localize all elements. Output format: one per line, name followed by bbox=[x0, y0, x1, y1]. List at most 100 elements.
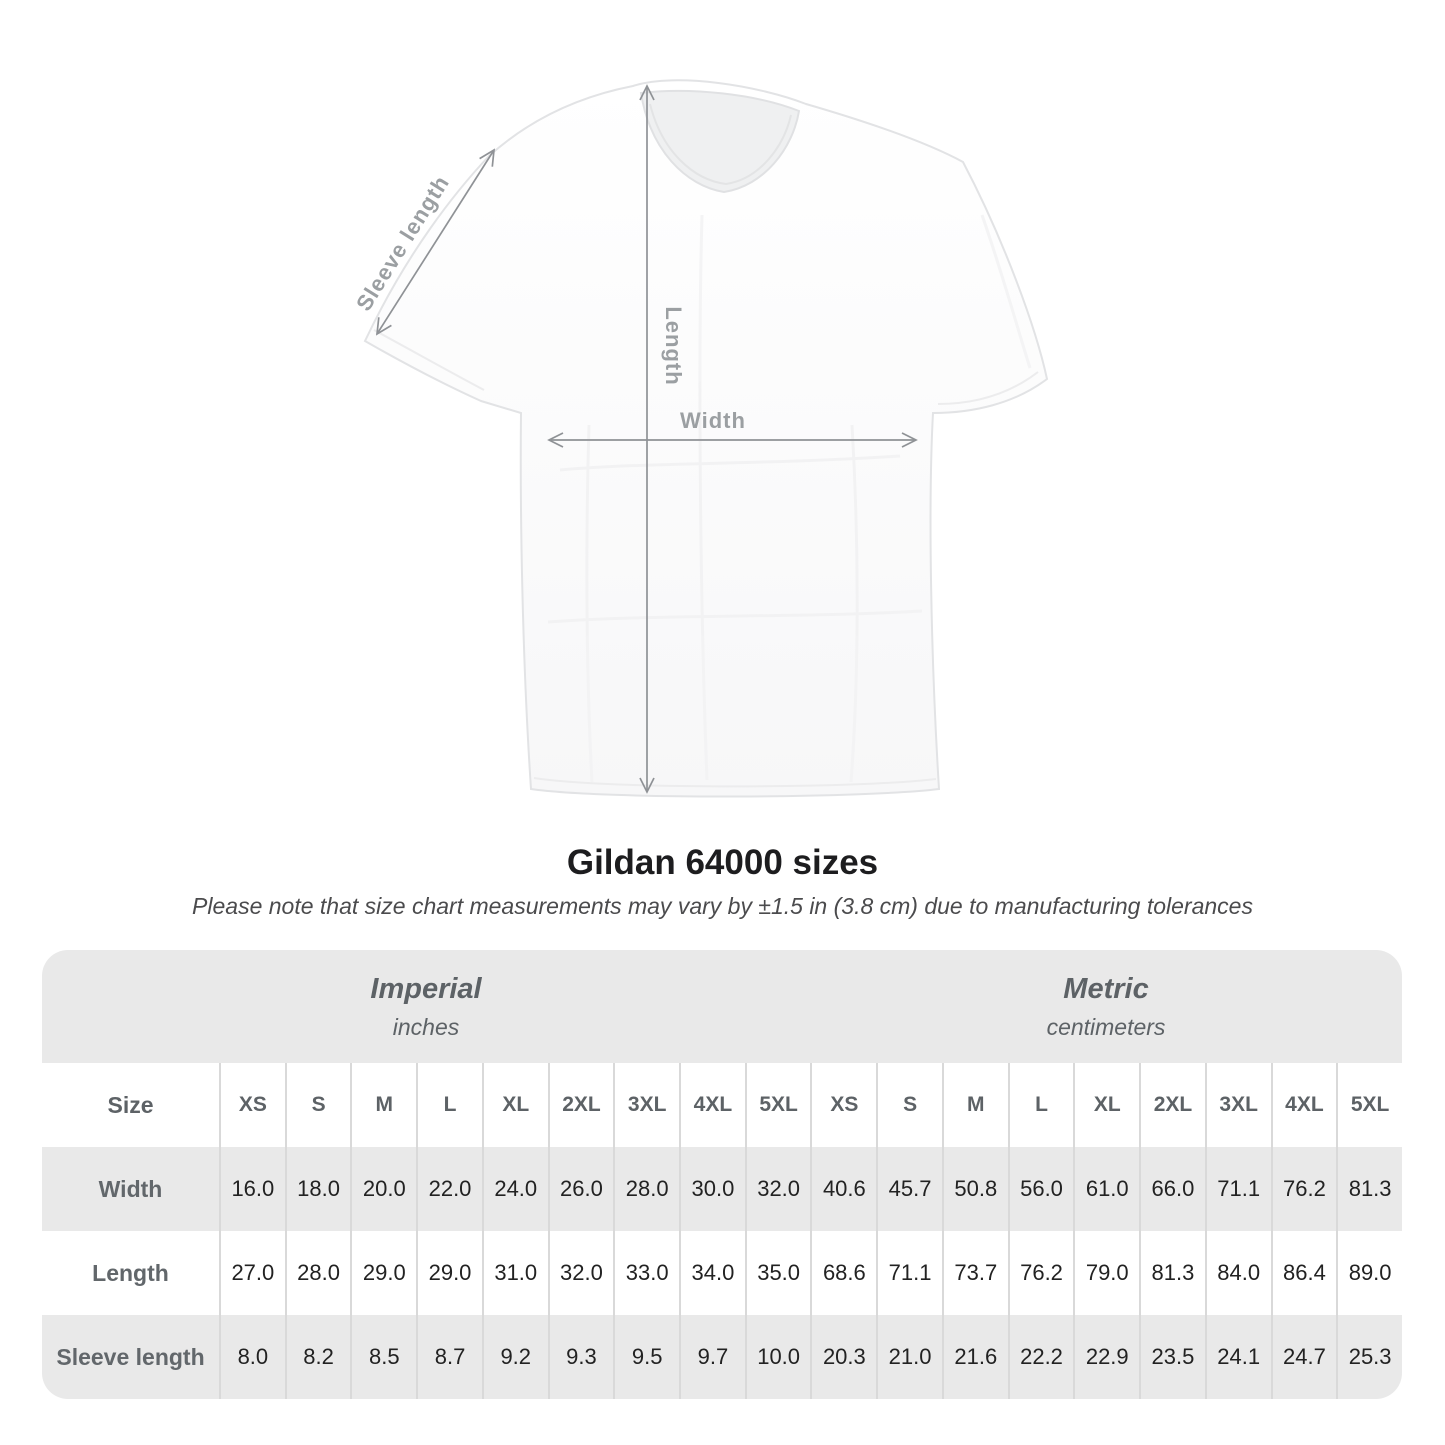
imperial-subtitle: inches bbox=[392, 1013, 460, 1040]
value-cell-imperial: 33.0 bbox=[613, 1231, 680, 1315]
width-label: Width bbox=[680, 408, 746, 433]
size-header-cell-imperial: M bbox=[350, 1063, 417, 1147]
value-cell-imperial: 28.0 bbox=[284, 1231, 351, 1315]
value-cell-metric: 23.5 bbox=[1139, 1315, 1205, 1399]
value-cell-metric: 79.0 bbox=[1073, 1231, 1140, 1315]
value-cell-metric: 56.0 bbox=[1007, 1147, 1074, 1231]
value-cell-imperial: 29.0 bbox=[350, 1231, 417, 1315]
value-cell-imperial: 9.5 bbox=[613, 1315, 680, 1399]
value-cell-imperial: 16.0 bbox=[219, 1147, 285, 1231]
value-cell-metric: 25.3 bbox=[1336, 1315, 1402, 1399]
size-chart-table: Imperial inches Metric centimeters Size X… bbox=[42, 950, 1402, 1399]
value-cell-imperial: 34.0 bbox=[679, 1231, 745, 1315]
value-cell-metric: 20.3 bbox=[810, 1315, 877, 1399]
value-cell-metric: 71.1 bbox=[876, 1231, 942, 1315]
value-cell-imperial: 30.0 bbox=[679, 1147, 745, 1231]
value-cell-imperial: 20.0 bbox=[350, 1147, 417, 1231]
size-header-cell-metric: XL bbox=[1073, 1063, 1140, 1147]
bottom-hem-stitch bbox=[533, 777, 937, 788]
value-cell-metric: 89.0 bbox=[1336, 1231, 1402, 1315]
tshirt-measurement-diagram: Sleeve length Length Width bbox=[351, 79, 1049, 798]
metric-subtitle: centimeters bbox=[1046, 1013, 1166, 1040]
size-header-cell-imperial: 2XL bbox=[547, 1063, 614, 1147]
value-cell-metric: 24.1 bbox=[1204, 1315, 1271, 1399]
value-cell-metric: 21.6 bbox=[941, 1315, 1008, 1399]
value-cell-imperial: 9.3 bbox=[547, 1315, 614, 1399]
collar-band-seam bbox=[649, 103, 792, 186]
imperial-title: Imperial bbox=[370, 972, 482, 1005]
size-header-cell-metric: 4XL bbox=[1270, 1063, 1337, 1147]
value-cell-metric: 21.0 bbox=[876, 1315, 942, 1399]
value-cell-metric: 86.4 bbox=[1270, 1231, 1337, 1315]
metric-title: Metric bbox=[1063, 972, 1149, 1005]
value-cell-imperial: 8.7 bbox=[416, 1315, 482, 1399]
value-cell-imperial: 18.0 bbox=[284, 1147, 351, 1231]
right-sleeve-hem-stitch bbox=[937, 371, 1039, 405]
value-cell-metric: 68.6 bbox=[810, 1231, 877, 1315]
value-cell-imperial: 35.0 bbox=[744, 1231, 811, 1315]
value-cell-metric: 66.0 bbox=[1139, 1147, 1205, 1231]
size-header-cell-imperial: 4XL bbox=[679, 1063, 745, 1147]
value-cell-metric: 76.2 bbox=[1270, 1147, 1337, 1231]
tshirt-graphic bbox=[363, 79, 1049, 798]
value-cell-metric: 61.0 bbox=[1073, 1147, 1140, 1231]
fabric-folds bbox=[547, 214, 1032, 783]
size-header-cell-metric: 3XL bbox=[1204, 1063, 1271, 1147]
value-cell-metric: 40.6 bbox=[810, 1147, 877, 1231]
value-cell-metric: 76.2 bbox=[1007, 1231, 1074, 1315]
value-cell-imperial: 27.0 bbox=[219, 1231, 285, 1315]
size-header-cell-imperial: 5XL bbox=[744, 1063, 811, 1147]
value-cell-imperial: 32.0 bbox=[547, 1231, 614, 1315]
row-label-cell: Sleeve length bbox=[42, 1315, 219, 1399]
value-cell-imperial: 24.0 bbox=[481, 1147, 548, 1231]
row-label-cell: Width bbox=[42, 1147, 219, 1231]
imperial-header: Imperial inches bbox=[42, 950, 810, 1063]
page-title: Gildan 64000 sizes bbox=[566, 843, 879, 882]
value-cell-metric: 84.0 bbox=[1204, 1231, 1271, 1315]
tshirt-outline bbox=[363, 79, 1049, 798]
length-label: Length bbox=[661, 306, 686, 385]
value-cell-imperial: 28.0 bbox=[613, 1147, 680, 1231]
value-cell-imperial: 9.2 bbox=[481, 1315, 548, 1399]
size-header-cell-metric: L bbox=[1007, 1063, 1074, 1147]
value-cell-metric: 81.3 bbox=[1139, 1231, 1205, 1315]
size-header-cell-metric: 5XL bbox=[1336, 1063, 1402, 1147]
row-label-cell: Length bbox=[42, 1231, 219, 1315]
value-cell-metric: 22.9 bbox=[1073, 1315, 1140, 1399]
value-cell-metric: 22.2 bbox=[1007, 1315, 1074, 1399]
length-arrow bbox=[639, 84, 655, 794]
value-cell-metric: 24.7 bbox=[1270, 1315, 1337, 1399]
size-header-cell-imperial: S bbox=[284, 1063, 351, 1147]
value-cell-imperial: 26.0 bbox=[547, 1147, 614, 1231]
size-column-header: Size bbox=[42, 1063, 219, 1147]
sleeve-length-arrow bbox=[375, 148, 496, 336]
size-header-cell-metric: S bbox=[876, 1063, 942, 1147]
size-header-cell-imperial: XL bbox=[481, 1063, 548, 1147]
size-table-grid: Size XS S M L XL 2XL 3XL 4XL 5XL XS S M L XL 2XL 3XL 4XL 5… bbox=[42, 1063, 1402, 1399]
value-cell-imperial: 22.0 bbox=[416, 1147, 482, 1231]
size-header-cell-imperial: L bbox=[416, 1063, 482, 1147]
value-cell-imperial: 29.0 bbox=[416, 1231, 482, 1315]
value-cell-imperial: 9.7 bbox=[679, 1315, 745, 1399]
value-cell-metric: 50.8 bbox=[941, 1147, 1008, 1231]
value-cell-imperial: 8.5 bbox=[350, 1315, 417, 1399]
tshirt-neck-opening bbox=[639, 89, 801, 194]
tolerance-note: Please note that size chart measurements… bbox=[192, 893, 1253, 919]
size-header-cell-metric: XS bbox=[810, 1063, 877, 1147]
left-sleeve-hem-stitch bbox=[373, 329, 485, 391]
size-header-cell-metric: 2XL bbox=[1139, 1063, 1205, 1147]
value-cell-metric: 71.1 bbox=[1204, 1147, 1271, 1231]
width-arrow bbox=[547, 432, 918, 448]
unit-header-band: Imperial inches Metric centimeters bbox=[42, 950, 1402, 1063]
value-cell-imperial: 8.2 bbox=[284, 1315, 351, 1399]
size-header-cell-metric: M bbox=[941, 1063, 1008, 1147]
value-cell-metric: 81.3 bbox=[1336, 1147, 1402, 1231]
value-cell-imperial: 10.0 bbox=[744, 1315, 811, 1399]
metric-header: Metric centimeters bbox=[810, 950, 1402, 1063]
value-cell-imperial: 8.0 bbox=[219, 1315, 285, 1399]
size-header-cell-imperial: XS bbox=[219, 1063, 285, 1147]
size-header-cell-imperial: 3XL bbox=[613, 1063, 680, 1147]
value-cell-metric: 45.7 bbox=[876, 1147, 942, 1231]
value-cell-imperial: 32.0 bbox=[744, 1147, 811, 1231]
